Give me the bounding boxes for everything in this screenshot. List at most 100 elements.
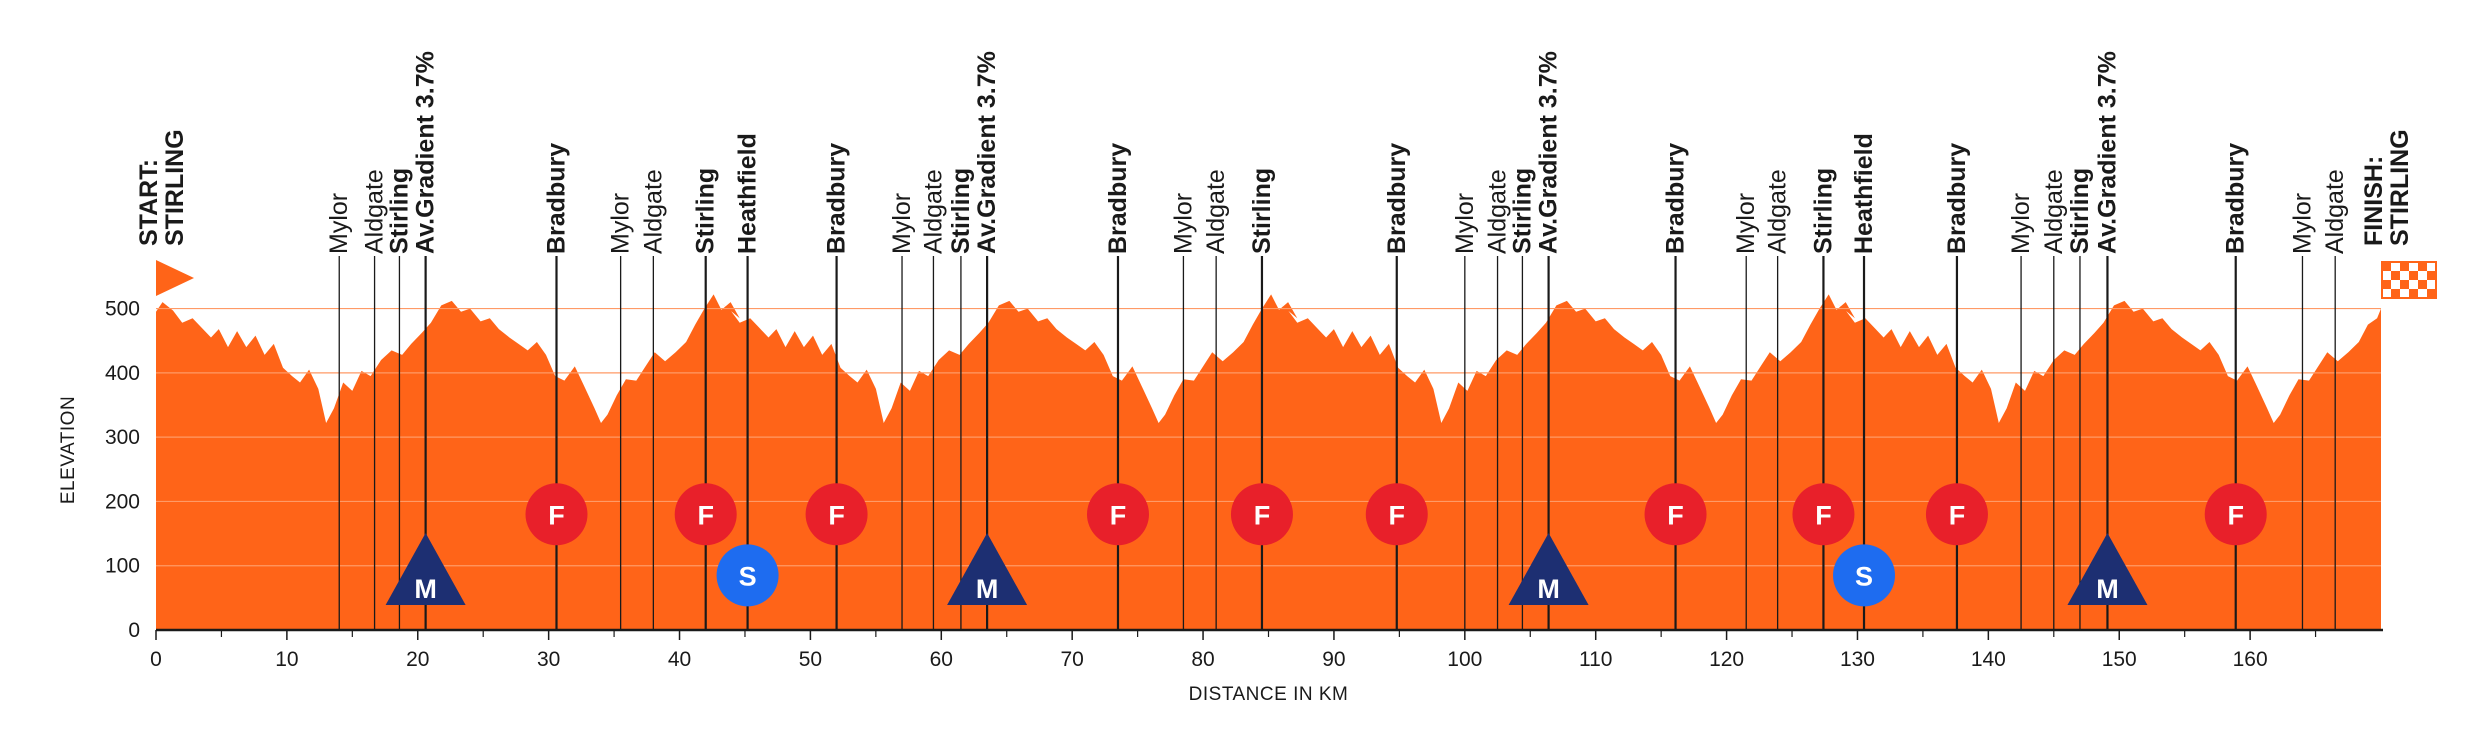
sprint-badge: S (716, 544, 779, 607)
x-tick-label: 140 (1971, 648, 2006, 671)
mountain-badge-label: M (2096, 574, 2119, 604)
flag-square (2382, 271, 2391, 280)
place-label: Stirling (947, 168, 975, 254)
mountain-badge-label: M (976, 574, 999, 604)
mountain-triangle-icon (385, 533, 466, 605)
place-label: Heathfield (1850, 133, 1878, 254)
finish-label-line-2: STIRLING (2386, 129, 2414, 246)
flag-square (2391, 262, 2400, 271)
start-label-line-1: START: (135, 159, 163, 246)
place-label: Aldgate (2321, 169, 2349, 254)
badge-label: S (739, 561, 757, 591)
y-tick-label: 100 (105, 555, 140, 578)
feed-badge: F (1644, 483, 1707, 546)
x-tick-label: 80 (1191, 648, 1214, 671)
place-label: Mylor (2288, 193, 2316, 254)
place-label: Mylor (325, 193, 353, 254)
finish-label-line-1: FINISH: (2360, 156, 2388, 246)
place-label: Bradbury (1104, 143, 1132, 254)
flag-square (2427, 280, 2436, 289)
badge-label: F (697, 500, 714, 530)
flag-square (2382, 280, 2391, 289)
feed-circle-icon (1925, 483, 1988, 546)
badge-label: F (828, 500, 845, 530)
x-tick-label: 130 (1840, 648, 1875, 671)
x-tick-label: 100 (1447, 648, 1482, 671)
x-tick-label: 20 (406, 648, 429, 671)
profile-area-layer (156, 294, 2381, 630)
y-tick-label: 500 (105, 298, 140, 321)
flag-square (2391, 271, 2400, 280)
feed-circle-icon (1792, 483, 1855, 546)
x-tick-label: 60 (930, 648, 953, 671)
flag-square (2418, 262, 2427, 271)
y-tick-label: 0 (128, 619, 140, 642)
place-label: Stirling (1809, 168, 1837, 254)
flag-square (2391, 280, 2400, 289)
flag-border (2381, 261, 2437, 299)
mountain-badge: M (947, 533, 1028, 605)
flag-square (2409, 280, 2418, 289)
place-label: Av.Gradient 3.7% (1535, 51, 1563, 254)
x-tick-label: 160 (2233, 648, 2268, 671)
place-label: Bradbury (1943, 143, 1971, 254)
mountain-badge: M (1508, 533, 1589, 605)
flag-square (2409, 262, 2418, 271)
flag-square (2409, 271, 2418, 280)
badge-label: F (2227, 500, 2244, 530)
flag-square (2400, 271, 2409, 280)
flag-square (2427, 289, 2436, 298)
y-tick-label: 400 (105, 362, 140, 385)
flag-square (2418, 280, 2427, 289)
y-axis-title: ELEVATION (58, 396, 79, 504)
place-label: Aldgate (1202, 169, 1230, 254)
x-tick-label: 40 (668, 648, 691, 671)
flag-square (2382, 262, 2391, 271)
mountain-badge-label: M (1537, 574, 1560, 604)
sprint-badge: S (1833, 544, 1896, 607)
badge-label: F (548, 500, 565, 530)
place-label: Aldgate (361, 169, 389, 254)
flag-square (2418, 271, 2427, 280)
start-label: START:STIRLING (135, 129, 189, 246)
feed-circle-icon (1086, 483, 1149, 546)
badge-label: F (1110, 500, 1127, 530)
place-label: Aldgate (1484, 169, 1512, 254)
feed-circle-icon (525, 483, 588, 546)
mountain-triangle-icon (947, 533, 1028, 605)
x-axis-title: DISTANCE IN KM (1189, 684, 1349, 705)
flag-square (2400, 262, 2409, 271)
flag-square (2409, 289, 2418, 298)
place-label: Heathfield (734, 133, 762, 254)
profile-area (156, 294, 2381, 630)
place-label: Mylor (1732, 193, 1760, 254)
place-label: Stirling (385, 168, 413, 254)
badges-layer: M F F S F M F F F M F F S F M F (385, 483, 2267, 607)
feed-circle-icon (805, 483, 868, 546)
sprint-circle-icon (1833, 544, 1896, 607)
feed-circle-icon (1365, 483, 1428, 546)
place-label: Bradbury (2222, 143, 2250, 254)
place-label: Bradbury (1383, 143, 1411, 254)
flag-square (2382, 289, 2391, 298)
flag-square (2418, 289, 2427, 298)
badge-label: F (1254, 500, 1271, 530)
feed-badge: F (805, 483, 868, 546)
place-label: Mylor (1169, 193, 1197, 254)
badge-label: F (1949, 500, 1966, 530)
place-label: Bradbury (1662, 143, 1690, 254)
place-label: Mylor (1451, 193, 1479, 254)
place-label: Stirling (1508, 168, 1536, 254)
y-tick-label: 200 (105, 490, 140, 513)
feed-badge: F (525, 483, 588, 546)
mountain-badge: M (2067, 533, 2148, 605)
feed-badge: F (1365, 483, 1428, 546)
badge-label: S (1855, 561, 1873, 591)
place-labels-layer: START:STIRLING Mylor AldgateStirlingAv.Gra… (135, 51, 2414, 254)
badge-label: F (1815, 500, 1832, 530)
feed-badge: F (1086, 483, 1149, 546)
feed-circle-icon (1644, 483, 1707, 546)
badge-label: F (1667, 500, 1684, 530)
flag-square (2400, 280, 2409, 289)
